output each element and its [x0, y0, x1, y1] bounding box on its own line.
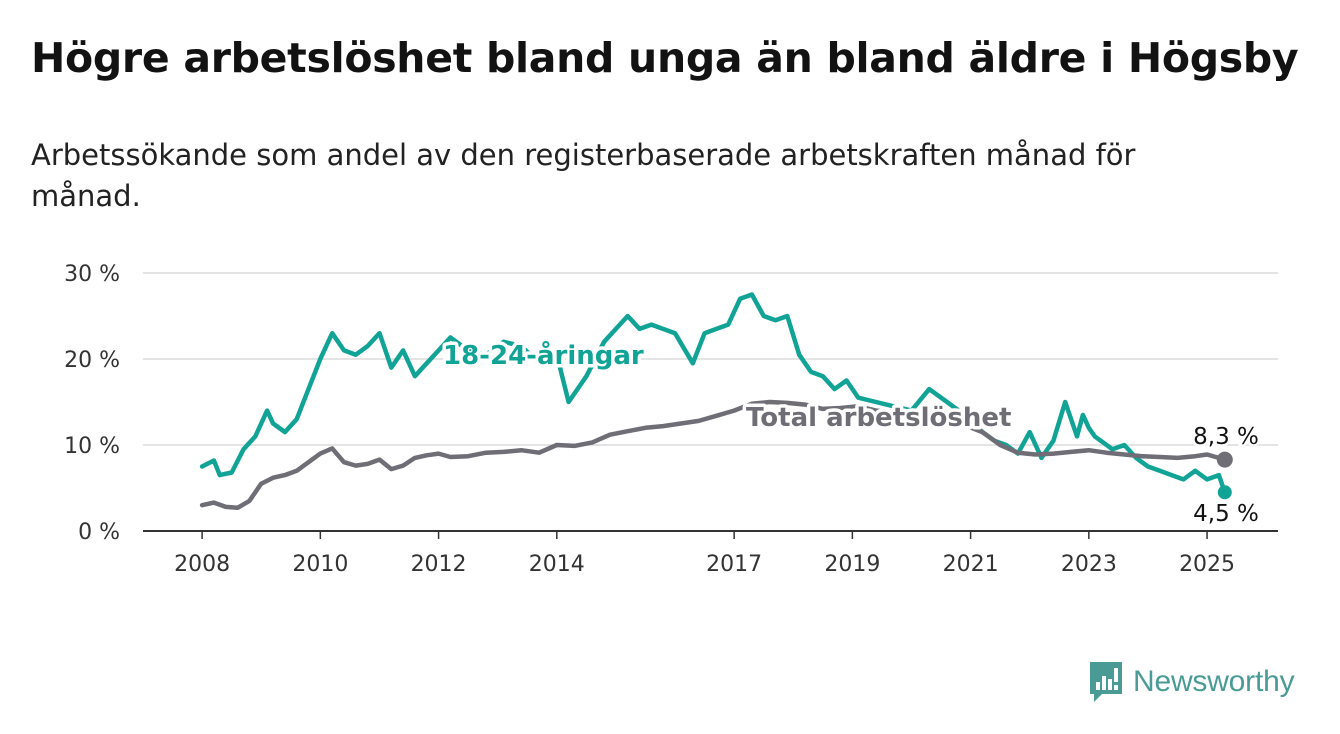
series-label-youth: 18-24-åringar — [443, 339, 644, 371]
y-tick-label: 30 % — [64, 262, 120, 287]
x-tick-label: 2017 — [706, 552, 762, 577]
end-label-total: 8,3 % — [1193, 424, 1259, 450]
y-tick-label: 0 % — [78, 520, 120, 545]
x-tick-label: 2008 — [174, 552, 230, 577]
end-point-youth — [1217, 485, 1232, 500]
y-axis-ticks: 0 % 10 % 20 % 30 % — [64, 262, 120, 545]
x-axis: 2008 2010 2012 2014 2017 2019 2021 2023 2025 — [143, 530, 1278, 577]
y-tick-label: 20 % — [64, 348, 120, 373]
newsworthy-brand: Newsworthy — [1088, 660, 1295, 704]
grid-lines — [143, 272, 1278, 446]
series-lines — [199, 292, 1233, 511]
y-tick-label: 10 % — [64, 434, 120, 459]
x-tick-label: 2021 — [943, 552, 999, 577]
x-tick-label: 2010 — [292, 552, 348, 577]
end-point-total — [1216, 451, 1233, 468]
x-tick-label: 2019 — [824, 552, 880, 577]
chart-title: Högre arbetslöshet bland unga än bland ä… — [31, 34, 1299, 82]
series-line-total — [199, 399, 1228, 511]
newsworthy-logo-icon — [1090, 662, 1122, 702]
x-tick-label: 2012 — [411, 552, 467, 577]
brand-name: Newsworthy — [1133, 665, 1295, 698]
series-labels: 18-24-åringar Total arbetslöshet 8,3 % 4,5 … — [440, 336, 1262, 530]
series-line-youth — [199, 292, 1228, 495]
x-tick-label: 2023 — [1061, 552, 1117, 577]
x-tick-label: 2025 — [1179, 552, 1235, 577]
x-tick-label: 2014 — [529, 552, 585, 577]
series-label-total: Total arbetslöshet — [746, 403, 1011, 433]
end-label-youth: 4,5 % — [1193, 501, 1259, 527]
chart-subtitle: Arbetssökande som andel av den registerb… — [31, 138, 1136, 213]
